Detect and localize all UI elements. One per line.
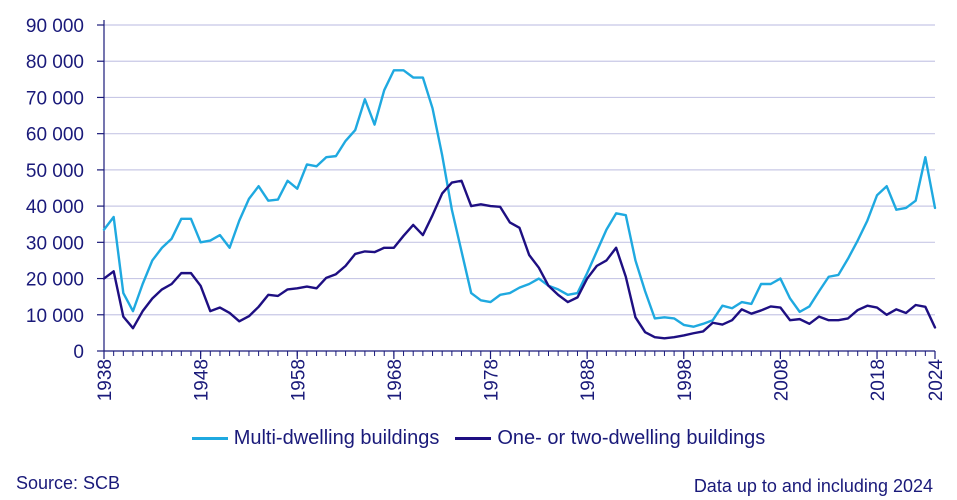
y-tick-label: 30 000 <box>26 233 84 254</box>
legend-swatch-one-two-dwelling <box>455 437 492 440</box>
x-tick-label: 2024 <box>926 359 947 402</box>
x-tick-label: 1968 <box>385 359 406 401</box>
y-tick-label: 20 000 <box>26 270 84 291</box>
legend-item-multi-dwelling: Multi-dwelling buildings <box>191 427 440 450</box>
grid-lines <box>104 24 935 316</box>
y-tick-label: 90 000 <box>26 16 84 37</box>
legend-label-multi-dwelling: Multi-dwelling buildings <box>233 427 440 449</box>
series-line-multi-dwelling <box>102 69 937 328</box>
x-tick-label: 1938 <box>95 359 116 401</box>
x-tick-label: 1978 <box>482 359 503 401</box>
series-line-one-two-dwelling <box>102 179 937 340</box>
legend: Multi-dwelling buildings One- or two-dwe… <box>0 427 957 450</box>
y-axis: 0 10 000 20 000 30 000 40 000 50 000 60 000 70 … <box>26 16 105 363</box>
legend-swatch-multi-dwelling <box>191 437 228 440</box>
y-tick-label: 70 000 <box>26 88 84 109</box>
x-tick-label: 1988 <box>578 359 599 401</box>
x-tick-label: 2008 <box>771 359 792 401</box>
y-tick-label: 10 000 <box>26 306 84 327</box>
legend-item-one-two-dwelling: One- or two-dwelling buildings <box>455 427 765 450</box>
y-tick-label: 80 000 <box>26 52 84 73</box>
legend-label-one-two-dwelling: One- or two-dwelling buildings <box>497 427 766 449</box>
x-tick-label: 1948 <box>192 359 213 401</box>
y-tick-label: 40 000 <box>26 197 84 218</box>
source-note: Source: SCB <box>16 473 121 493</box>
line-chart: 0 10 000 20 000 30 000 40 000 50 000 60 000 70 … <box>26 16 947 402</box>
y-tick-label: 0 <box>73 342 84 363</box>
x-axis: 1938 1948 1958 1968 1978 1988 1998 2008 2018 2024 <box>95 350 947 402</box>
x-tick-label: 2018 <box>868 359 889 401</box>
x-tick-label: 1958 <box>288 359 309 401</box>
y-tick-label: 50 000 <box>26 161 84 182</box>
series-lines <box>102 69 937 340</box>
data-coverage-note: Data up to and including 2024 <box>693 476 933 496</box>
x-tick-label: 1998 <box>675 359 696 401</box>
y-tick-label: 60 000 <box>26 125 84 146</box>
